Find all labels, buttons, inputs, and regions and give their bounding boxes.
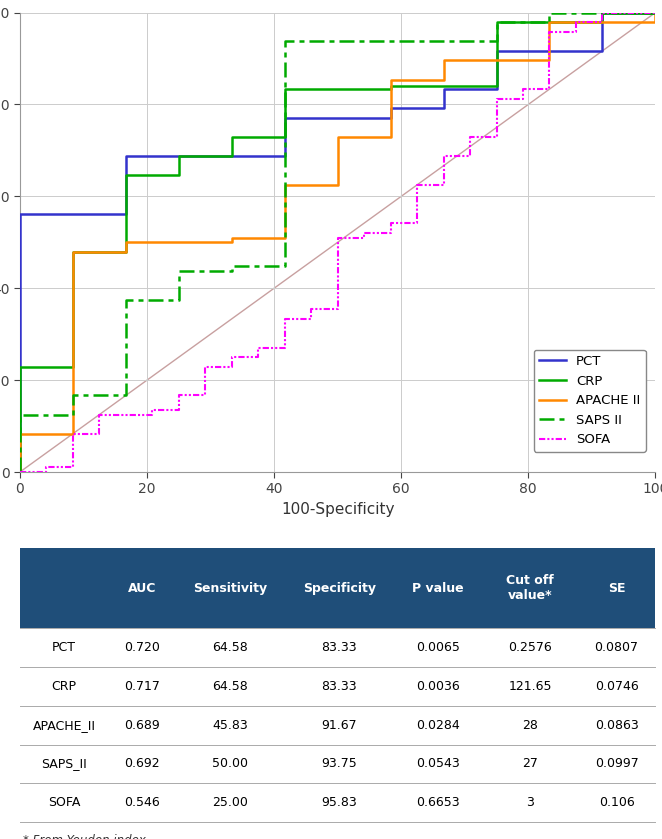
Text: 27: 27 [522, 758, 538, 770]
Text: 0.0036: 0.0036 [416, 680, 460, 693]
Text: 0.546: 0.546 [124, 796, 160, 810]
Text: 95.83: 95.83 [322, 796, 357, 810]
Text: 83.33: 83.33 [322, 641, 357, 654]
Text: 0.0807: 0.0807 [594, 641, 639, 654]
Text: Cut off
value*: Cut off value* [506, 574, 554, 602]
Text: 0.0746: 0.0746 [594, 680, 638, 693]
Text: 0.2576: 0.2576 [508, 641, 552, 654]
X-axis label: 100-Specificity: 100-Specificity [281, 502, 395, 517]
Text: 3: 3 [526, 796, 534, 810]
Text: 91.67: 91.67 [322, 719, 357, 732]
Text: 83.33: 83.33 [322, 680, 357, 693]
Text: SOFA: SOFA [48, 796, 80, 810]
Text: 0.106: 0.106 [598, 796, 634, 810]
Text: 0.0543: 0.0543 [416, 758, 460, 770]
Text: 0.717: 0.717 [124, 680, 160, 693]
Text: 0.0997: 0.0997 [594, 758, 638, 770]
Text: Sensitivity: Sensitivity [193, 581, 267, 595]
Text: 93.75: 93.75 [322, 758, 357, 770]
Text: PCT: PCT [52, 641, 76, 654]
Text: 0.720: 0.720 [124, 641, 160, 654]
Legend: PCT, CRP, APACHE II, SAPS II, SOFA: PCT, CRP, APACHE II, SAPS II, SOFA [534, 350, 645, 451]
Text: 0.0863: 0.0863 [594, 719, 638, 732]
Text: 0.0284: 0.0284 [416, 719, 460, 732]
Text: * From Youden index: * From Youden index [23, 834, 146, 839]
Text: 64.58: 64.58 [212, 641, 248, 654]
Text: SE: SE [608, 581, 626, 595]
Text: 50.00: 50.00 [212, 758, 248, 770]
Text: 25.00: 25.00 [212, 796, 248, 810]
Text: APACHE_II: APACHE_II [32, 719, 95, 732]
Text: 28: 28 [522, 719, 538, 732]
FancyBboxPatch shape [20, 548, 655, 628]
Text: SAPS_II: SAPS_II [41, 758, 87, 770]
Text: AUC: AUC [128, 581, 156, 595]
Text: P value: P value [412, 581, 464, 595]
Text: 45.83: 45.83 [212, 719, 248, 732]
Text: 0.692: 0.692 [124, 758, 160, 770]
Text: 0.0065: 0.0065 [416, 641, 460, 654]
Text: 0.6653: 0.6653 [416, 796, 460, 810]
Text: 0.689: 0.689 [124, 719, 160, 732]
Text: Specificity: Specificity [303, 581, 376, 595]
Text: 64.58: 64.58 [212, 680, 248, 693]
Text: 121.65: 121.65 [508, 680, 552, 693]
Text: CRP: CRP [52, 680, 77, 693]
